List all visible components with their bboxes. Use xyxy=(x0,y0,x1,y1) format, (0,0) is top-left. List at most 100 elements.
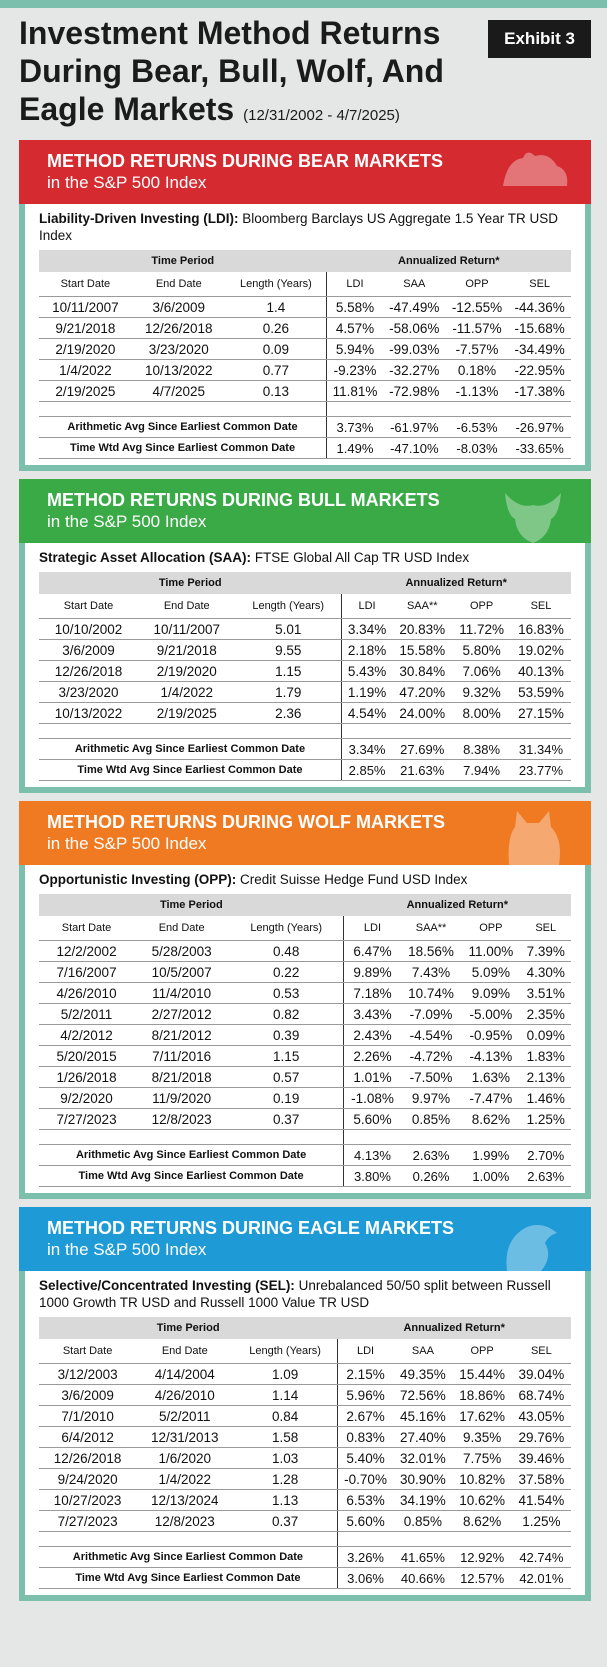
summary-cell: 21.63% xyxy=(392,759,453,781)
data-row: 9/21/2018 12/26/2018 0.26 4.57% -58.06% -11.5… xyxy=(39,317,571,339)
exhibit-badge: Exhibit 3 xyxy=(488,20,591,58)
column-header: LDI xyxy=(340,594,393,619)
column-header: Start Date xyxy=(39,916,135,941)
cell: 27.15% xyxy=(510,702,571,724)
icon xyxy=(503,152,568,186)
cell: 5.40% xyxy=(336,1447,394,1469)
group-header-row: Time Period Annualized Return* xyxy=(39,894,571,916)
cell: 5.96% xyxy=(336,1384,394,1406)
cell: 1/4/2022 xyxy=(39,359,132,381)
summary-cell: 3.80% xyxy=(343,1165,401,1187)
column-header: Length (Years) xyxy=(229,916,344,941)
group-header: Time Period xyxy=(39,572,342,594)
cell: 7.18% xyxy=(343,982,401,1004)
summary-row: Time Wtd Avg Since Earliest Common Date 1… xyxy=(39,437,571,459)
data-row: 7/27/2023 12/8/2023 0.37 5.60% 0.85% 8.62% 1.2… xyxy=(39,1108,571,1130)
column-header: OPP xyxy=(452,1339,512,1364)
data-row: 1/26/2018 8/21/2018 0.57 1.01% -7.50% 1.63% 2.… xyxy=(39,1066,571,1088)
summary-label: Arithmetic Avg Since Earliest Common Dat… xyxy=(39,1144,344,1166)
column-header: Start Date xyxy=(39,1339,137,1364)
column-header: End Date xyxy=(137,594,236,619)
section-body: Selective/Concentrated Investing (SEL): … xyxy=(25,1271,585,1595)
section-heading: METHOD RETURNS DURING EAGLE MARKETS xyxy=(47,1218,455,1238)
cell: 68.74% xyxy=(511,1384,571,1406)
cell: -22.95% xyxy=(508,359,571,381)
cell: 1.01% xyxy=(343,1066,401,1088)
summary-row: Time Wtd Avg Since Earliest Common Date 2… xyxy=(39,759,571,781)
cell: 37.58% xyxy=(511,1468,571,1490)
cell: 2.43% xyxy=(343,1024,401,1046)
cell: -0.95% xyxy=(461,1024,521,1046)
summary-cell: 8.38% xyxy=(452,738,511,760)
summary-cell: 2.70% xyxy=(520,1144,571,1166)
section: METHOD RETURNS DURING BULL MARKETS in the… xyxy=(19,479,591,793)
column-header: SAA** xyxy=(392,594,453,619)
cell: 1.79 xyxy=(235,681,342,703)
summary-cell: -61.97% xyxy=(382,416,446,438)
cell: 1.83% xyxy=(520,1045,571,1067)
cell: 10.82% xyxy=(452,1468,512,1490)
column-header: Length (Years) xyxy=(235,594,342,619)
method: Opportunistic Investing (OPP): xyxy=(39,872,237,887)
cell: 1.15 xyxy=(229,1045,344,1067)
cell: 0.82 xyxy=(229,1003,344,1025)
cell: 3.51% xyxy=(520,982,571,1004)
cell: 7/11/2016 xyxy=(134,1045,230,1067)
data-row: 2/19/2025 4/7/2025 0.13 11.81% -72.98% -1.13%… xyxy=(39,380,571,402)
cell: 18.86% xyxy=(452,1384,512,1406)
column-header: LDI xyxy=(336,1339,394,1364)
data-row: 7/27/2023 12/8/2023 0.37 5.60% 0.85% 8.62% 1.2… xyxy=(39,1510,571,1532)
data-row: 2/19/2020 3/23/2020 0.09 5.94% -99.03% -7.57%… xyxy=(39,338,571,360)
cell: 3.34% xyxy=(340,618,393,640)
summary-cell: 7.94% xyxy=(452,759,511,781)
section-header: METHOD RETURNS DURING BEAR MARKETS in the… xyxy=(19,140,591,204)
column-header-row: Start Date End Date Length (Years) LDI SAA**… xyxy=(39,916,571,941)
data-row: 9/24/2020 1/4/2022 1.28 -0.70% 30.90% 10.82% 3… xyxy=(39,1468,571,1490)
cell: 3/6/2009 xyxy=(39,1384,137,1406)
cell: 9.55 xyxy=(235,639,342,661)
cell: 2.26% xyxy=(343,1045,401,1067)
cell: 3/6/2009 xyxy=(131,296,226,318)
spacer xyxy=(326,401,571,417)
spacer xyxy=(340,723,571,739)
description: Selective/Concentrated Investing (SEL): … xyxy=(39,1277,571,1311)
section-header: METHOD RETURNS DURING WOLF MARKETS in the… xyxy=(19,801,591,865)
cell: 5.09% xyxy=(461,961,521,983)
cell: 5.80% xyxy=(452,639,511,661)
section: METHOD RETURNS DURING BEAR MARKETS in the… xyxy=(19,140,591,471)
column-header: Length (Years) xyxy=(225,272,327,297)
cell: 12/13/2024 xyxy=(136,1489,234,1511)
group-header: Annualized Return* xyxy=(326,250,571,272)
column-header: LDI xyxy=(343,916,401,941)
column-header: SEL xyxy=(520,916,571,941)
cell: 41.54% xyxy=(511,1489,571,1511)
data-row: 1/4/2022 10/13/2022 0.77 -9.23% -32.27% 0.18%… xyxy=(39,359,571,381)
cell: 6/4/2012 xyxy=(39,1426,137,1448)
summary-row: Arithmetic Avg Since Earliest Common Dat… xyxy=(39,416,571,438)
cell: 0.39 xyxy=(229,1024,344,1046)
cell: 19.02% xyxy=(510,639,571,661)
cell: 8/21/2012 xyxy=(134,1024,230,1046)
data-row: 5/2/2011 2/27/2012 0.82 3.43% -7.09% -5.00% 2.… xyxy=(39,1003,571,1025)
cell: 15.44% xyxy=(452,1363,512,1385)
group-header: Annualized Return* xyxy=(337,1317,571,1339)
cell: 49.35% xyxy=(393,1363,453,1385)
cell: 1.4 xyxy=(225,296,327,318)
cell: 34.19% xyxy=(393,1489,453,1511)
cell: 0.53 xyxy=(229,982,344,1004)
cell: 9/21/2018 xyxy=(39,317,132,339)
spacer-row xyxy=(39,401,571,417)
summary-cell: 3.34% xyxy=(340,738,393,760)
cell: 8/21/2018 xyxy=(134,1066,230,1088)
sections: METHOD RETURNS DURING BEAR MARKETS in the… xyxy=(0,140,607,1601)
cell: 4/26/2010 xyxy=(39,982,135,1004)
summary-cell: 3.73% xyxy=(326,416,383,438)
summary-cell: 3.06% xyxy=(336,1567,394,1589)
cell: 3/12/2003 xyxy=(39,1363,137,1385)
cell: 10.74% xyxy=(400,982,462,1004)
cell: 10/5/2007 xyxy=(134,961,230,983)
cell: 7/1/2010 xyxy=(39,1405,137,1427)
cell: 7.75% xyxy=(452,1447,512,1469)
cell: 1/6/2020 xyxy=(136,1447,234,1469)
